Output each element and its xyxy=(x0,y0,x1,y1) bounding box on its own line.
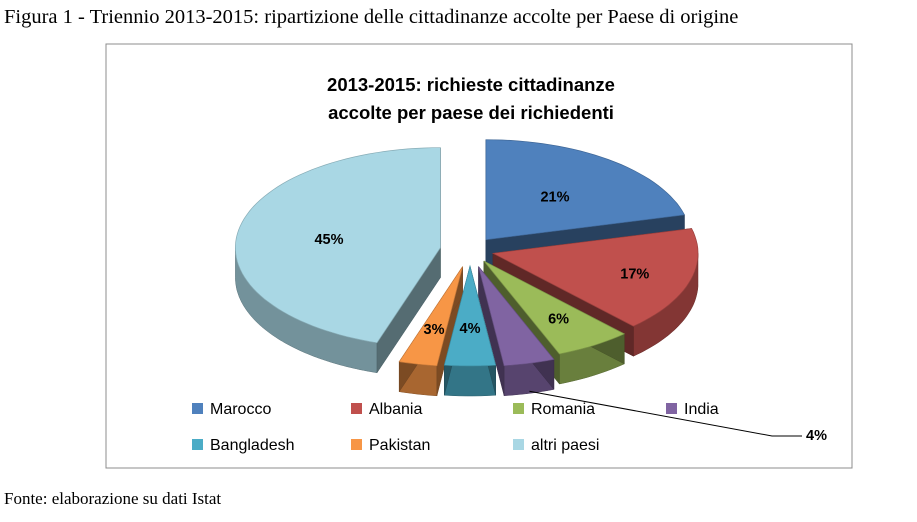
data-label-altri-paesi: 45% xyxy=(314,232,343,248)
figure-caption: Figura 1 - Triennio 2013-2015: ripartizi… xyxy=(4,6,739,28)
legend-item-albania: Albania xyxy=(351,401,422,418)
source-note: Fonte: elaborazione su dati Istat xyxy=(4,489,222,508)
legend-label: Bangladesh xyxy=(210,437,295,454)
pie-slice-pakistan xyxy=(398,265,463,397)
data-label-india: 4% xyxy=(806,428,827,444)
legend-item-pakistan: Pakistan xyxy=(351,437,430,454)
data-labels: 21% 17% 6% 4% 4% 3% 45% xyxy=(314,189,827,444)
legend-swatch xyxy=(351,439,362,450)
pie-slice-bangladesh xyxy=(443,264,497,397)
legend-swatch xyxy=(513,439,524,450)
chart-title-line-1: 2013-2015: richieste cittadinanze xyxy=(327,74,615,95)
legend-swatch xyxy=(192,403,203,414)
data-label-albania: 17% xyxy=(620,266,649,282)
legend-swatch xyxy=(666,403,677,414)
chart-title-line-2: accolte per paese dei richiedenti xyxy=(328,102,614,123)
data-label-pakistan: 3% xyxy=(424,322,445,338)
chart-frame xyxy=(105,43,853,469)
legend-item-bangladesh: Bangladesh xyxy=(192,437,295,454)
legend-label: Marocco xyxy=(210,401,271,418)
legend-swatch xyxy=(513,403,524,414)
data-label-marocco: 21% xyxy=(540,189,569,205)
legend-label: Albania xyxy=(369,401,422,418)
legend: Marocco Albania Romania India Bangladesh Paki… xyxy=(192,401,719,454)
legend-item-india: India xyxy=(666,401,719,418)
legend-label: Romania xyxy=(531,401,595,418)
legend-label: India xyxy=(684,401,719,418)
pie-slice-india xyxy=(478,265,555,396)
legend-label: Pakistan xyxy=(369,437,430,454)
legend-swatch xyxy=(192,439,203,450)
legend-label: altri paesi xyxy=(531,437,599,454)
data-label-bangladesh: 4% xyxy=(460,321,481,337)
leader-line-india xyxy=(529,390,802,437)
pie-slice-altri-paesi xyxy=(235,147,441,374)
legend-item-altri-paesi: altri paesi xyxy=(513,437,599,454)
data-label-romania: 6% xyxy=(548,311,569,327)
legend-swatch xyxy=(351,403,362,414)
legend-item-marocco: Marocco xyxy=(192,401,271,418)
legend-item-romania: Romania xyxy=(513,401,595,418)
pie-slices xyxy=(235,139,699,397)
